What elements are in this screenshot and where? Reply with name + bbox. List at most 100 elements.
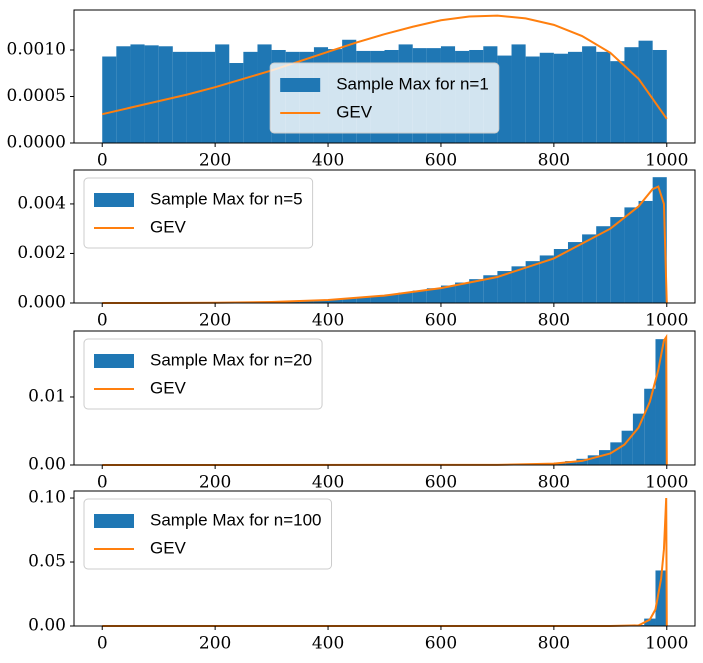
legend-label: Sample Max for n=1 — [336, 74, 489, 93]
bar — [426, 288, 441, 303]
y-tick-label: 0.05 — [28, 552, 66, 572]
x-tick-label: 0 — [97, 634, 108, 654]
x-tick-label: 200 — [199, 311, 231, 331]
legend-box — [83, 498, 333, 570]
axes-frame — [73, 330, 696, 466]
legend-box — [83, 177, 314, 249]
x-tick-label: 200 — [199, 634, 231, 654]
legend: Sample Max for n=100 GEV — [83, 498, 333, 570]
bar — [610, 442, 622, 465]
x-tick-label: 800 — [538, 311, 570, 331]
subplot: 0 200 400 600 800 1000 0.00 0.01 Sample Max for … — [28, 330, 696, 493]
bar — [565, 461, 577, 465]
legend-swatch — [94, 514, 134, 528]
x-tick-label: 0 — [97, 473, 108, 493]
bar — [539, 255, 554, 303]
bar — [342, 298, 357, 303]
line — [102, 14, 668, 120]
legend: Sample Max for n=5 GEV — [83, 177, 314, 249]
bar — [229, 63, 244, 143]
bar — [596, 226, 611, 303]
bar — [440, 285, 456, 303]
y-tick-label: 0.0005 — [7, 86, 66, 106]
bar — [610, 217, 625, 303]
bar — [116, 46, 131, 143]
bar — [621, 430, 633, 465]
x-tick-label: 400 — [312, 634, 344, 654]
x-tick-label: 200 — [199, 151, 231, 171]
x-tick-label: 800 — [538, 151, 570, 171]
bar — [469, 279, 484, 303]
y-tick-label: 0.10 — [28, 488, 66, 508]
subplot: 0 200 400 600 800 1000 0.00 0.05 0.10 Sample Max … — [28, 488, 696, 654]
y-tick-label: 0.00 — [28, 616, 66, 636]
subplot: 0 200 400 600 800 1000 0.0000 0.0005 0.0010 Sampl… — [7, 9, 696, 171]
x-tick-label: 0 — [97, 151, 108, 171]
x-tick-label: 600 — [425, 473, 457, 493]
bar — [553, 249, 568, 303]
line — [102, 333, 668, 466]
legend-swatch — [280, 78, 321, 92]
bar — [567, 51, 583, 143]
x-tick-label: 200 — [199, 473, 231, 493]
y-tick-label: 0.0010 — [7, 39, 66, 59]
legend-box — [83, 338, 323, 410]
bar — [655, 570, 667, 626]
bar — [412, 290, 427, 303]
bar — [186, 51, 202, 143]
bar — [599, 450, 611, 465]
legend-label: Sample Max for n=100 — [150, 510, 322, 529]
axes-frame — [73, 490, 696, 627]
bar — [144, 45, 159, 143]
x-tick-label: 400 — [312, 473, 344, 493]
bar — [596, 51, 611, 143]
legend-label: GEV — [150, 538, 187, 557]
legend-swatch — [94, 354, 134, 368]
bar — [553, 53, 568, 143]
y-tick-label: 0.00 — [28, 455, 66, 475]
bar — [644, 618, 656, 626]
y-tick-label: 0.004 — [17, 193, 66, 213]
x-tick-label: 400 — [312, 311, 344, 331]
bar — [567, 242, 583, 303]
bar — [455, 282, 470, 303]
axes-frame — [73, 9, 696, 144]
axes-frame — [73, 169, 696, 304]
subplot: 0 200 400 600 800 1000 0.000 0.002 0.004 Sample M… — [17, 169, 696, 331]
legend-label: GEV — [150, 378, 187, 397]
bar — [587, 455, 600, 465]
x-tick-label: 1000 — [645, 311, 688, 331]
x-tick-label: 600 — [425, 311, 457, 331]
legend: Sample Max for n=1 GEV — [269, 62, 500, 134]
bar — [511, 266, 526, 303]
bar — [525, 261, 540, 303]
bar — [243, 51, 258, 143]
bar — [632, 413, 645, 465]
y-tick-label: 0.002 — [17, 243, 66, 263]
bar — [582, 234, 597, 303]
legend-label: Sample Max for n=20 — [150, 350, 312, 369]
bar — [624, 207, 639, 303]
legend: Sample Max for n=20 GEV — [83, 338, 323, 410]
x-tick-label: 1000 — [645, 151, 688, 171]
x-tick-label: 800 — [538, 473, 570, 493]
bar — [539, 52, 554, 143]
bar — [299, 300, 314, 303]
bar — [610, 61, 625, 143]
bar — [102, 56, 117, 144]
x-tick-label: 400 — [312, 151, 344, 171]
bar — [525, 56, 540, 144]
bar — [172, 51, 187, 143]
bar — [511, 44, 526, 144]
bar — [655, 339, 667, 465]
bar — [313, 300, 329, 303]
bar — [398, 292, 413, 303]
x-tick-label: 600 — [425, 634, 457, 654]
bar — [652, 49, 667, 143]
bar — [644, 388, 656, 465]
x-tick-label: 0 — [97, 311, 108, 331]
bar — [483, 275, 498, 303]
y-tick-label: 0.000 — [17, 293, 66, 313]
bar — [257, 44, 272, 144]
legend-label: Sample Max for n=5 — [150, 189, 303, 208]
